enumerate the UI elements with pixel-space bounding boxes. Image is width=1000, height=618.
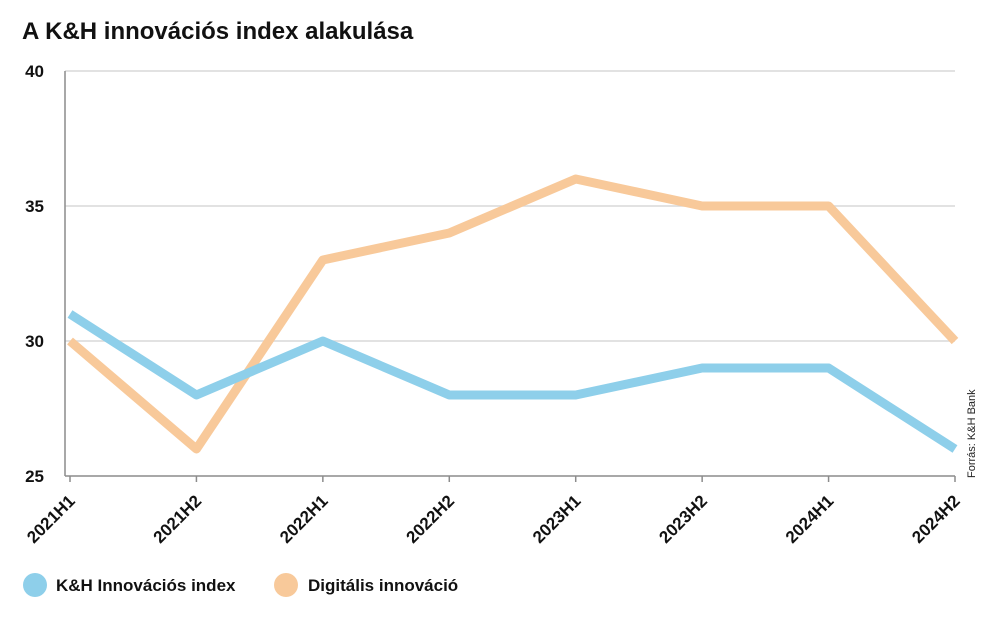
x-tick-label: 2024H1 (782, 491, 838, 547)
y-tick-label: 40 (25, 62, 44, 81)
legend-swatch (274, 573, 298, 597)
x-tick-label: 2023H2 (655, 491, 711, 547)
legend-label: K&H Innovációs index (56, 576, 236, 595)
y-tick-label: 25 (25, 467, 44, 486)
legend: K&H Innovációs index Digitális innováció (23, 573, 458, 597)
series-line-digitalis-innovacio (67, 174, 959, 454)
x-tick-label: 2022H2 (403, 491, 459, 547)
x-tick-label: 2021H1 (23, 491, 79, 547)
series-lines (67, 174, 959, 454)
legend-swatch (23, 573, 47, 597)
series-line-kh-innovacios-index (67, 310, 958, 453)
source-label: Forrás: K&H Bank (966, 389, 978, 478)
y-tick-labels: 25 30 35 40 (25, 62, 44, 486)
x-tick-label: 2023H1 (529, 491, 585, 547)
y-tick-label: 30 (25, 332, 44, 351)
chart-title: A K&H innovációs index alakulása (22, 18, 414, 45)
y-tick-label: 35 (25, 197, 44, 216)
x-tick-label: 2024H2 (908, 491, 964, 547)
axes (64, 71, 956, 482)
x-tick-label: 2022H1 (276, 491, 332, 547)
x-tick-labels: 2021H1 2021H2 2022H1 2022H2 2023H1 2023H2 2024… (23, 491, 964, 547)
legend-label: Digitális innováció (308, 576, 458, 595)
x-tick-label: 2021H2 (150, 491, 206, 547)
